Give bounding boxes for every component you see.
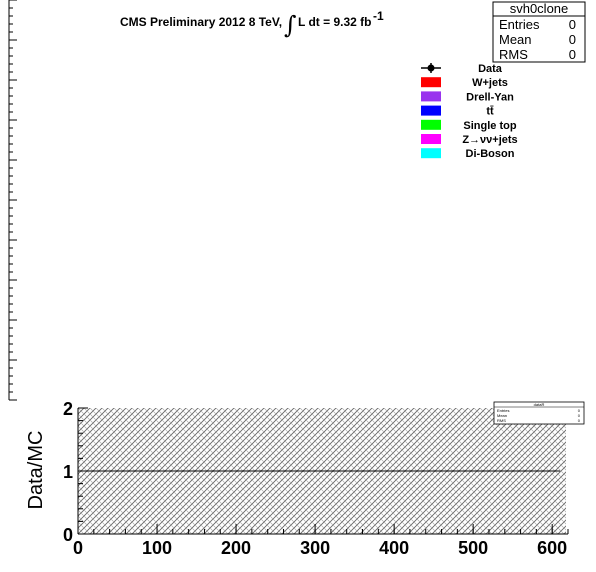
upper-pad: CMS Preliminary 2012 8 TeV, ∫ L dt = 9.3… [8, 0, 586, 401]
stats-mean-value: 0 [569, 32, 576, 47]
legend-label: Z→νν+jets [462, 134, 517, 146]
mini-entries-label: Entries [497, 408, 509, 413]
legend-entry: Data [421, 63, 503, 75]
legend-label: Drell-Yan [466, 91, 514, 103]
ratio-x-tick-label: 300 [300, 538, 330, 558]
upper-y-ticks [9, 0, 17, 401]
stats-entries-value: 0 [569, 17, 576, 32]
legend-swatch [421, 134, 441, 144]
integral-sign: ∫ [284, 11, 297, 39]
mini-entries-value: 0 [578, 408, 581, 413]
mini-stats-title: dataR [534, 402, 545, 407]
legend-entry: Z→νν+jets [421, 134, 518, 146]
stats-box: svh0clone Entries 0 Mean 0 RMS 0 [492, 1, 586, 63]
mini-mean-value: 0 [578, 413, 581, 418]
ratio-x-tick-label: 400 [379, 538, 409, 558]
ratio-x-tick-label: 500 [458, 538, 488, 558]
ratio-x-tick-label: 200 [221, 538, 251, 558]
mini-mean-label: Mean [497, 413, 507, 418]
header-prefix: CMS Preliminary 2012 8 TeV, [120, 15, 282, 29]
mini-stats-box: dataR Entries 0 Mean 0 RMS 0 [493, 401, 585, 425]
ratio-x-tick-label: 100 [142, 538, 172, 558]
legend-swatch [421, 91, 441, 102]
legend-swatch [421, 77, 441, 88]
mini-rms-value: 0 [578, 418, 581, 423]
legend-entry: Single top [421, 119, 517, 132]
legend-label: W+jets [472, 77, 508, 89]
stats-rms-label: RMS [499, 47, 528, 62]
ratio-pad: 0 1 2 0 100 200 300 400 500 600 Data/MC dataR En… [25, 399, 585, 558]
legend-entry: W+jets [421, 77, 508, 89]
legend-swatch [421, 105, 441, 116]
stats-title: svh0clone [510, 1, 569, 16]
mini-rms-label: RMS [497, 418, 506, 423]
ratio-y-tick-label: 0 [63, 525, 73, 545]
ratio-x-tick-label: 600 [537, 538, 567, 558]
legend-label: tt̄ [486, 106, 494, 118]
legend-label: Data [478, 63, 503, 75]
header-lumi-exp: -1 [373, 9, 384, 23]
ratio-y-tick-label: 2 [63, 399, 73, 419]
stats-rms-value: 0 [569, 47, 576, 62]
legend-entry: Di-Boson [421, 148, 515, 160]
legend-marker [427, 64, 435, 72]
legend-swatch [421, 119, 441, 130]
ratio-y-label: Data/MC [25, 431, 47, 510]
ratio-y-ticks: 0 1 2 [63, 399, 88, 545]
legend-entry: Drell-Yan [421, 91, 514, 103]
header-lumi: L dt = 9.32 fb [298, 15, 371, 29]
legend: Data W+jets Drell-Yan tt̄ Single top Z→νν+jet… [421, 63, 518, 160]
legend-swatch [421, 148, 441, 159]
stats-mean-label: Mean [499, 32, 532, 47]
stats-entries-label: Entries [499, 17, 540, 32]
ratio-x-ticks: 0 100 200 300 400 500 600 [73, 524, 569, 558]
legend-label: Di-Boson [466, 148, 515, 160]
legend-label: Single top [463, 120, 516, 132]
ratio-x-tick-label: 0 [73, 538, 83, 558]
ratio-y-tick-label: 1 [63, 462, 73, 482]
legend-entry: tt̄ [421, 105, 494, 118]
